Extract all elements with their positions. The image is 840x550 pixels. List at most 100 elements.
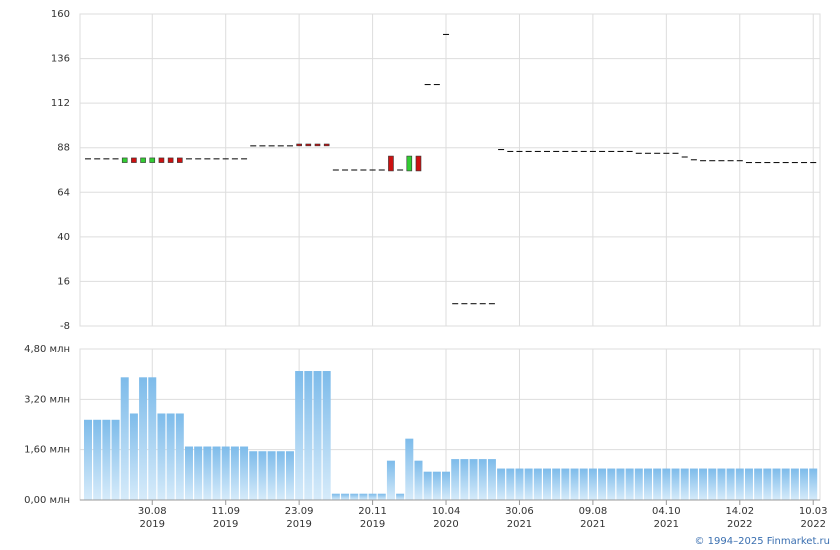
volume-bar (184, 446, 193, 500)
volume-bar (689, 468, 698, 500)
volume-bar (561, 468, 570, 500)
y-tick-label: 0,00 млн (24, 495, 70, 506)
volume-bar (240, 446, 249, 500)
volume-bar (368, 493, 377, 500)
x-tick-label: 10.03 2022 (798, 506, 828, 530)
volume-bar (267, 451, 276, 500)
volume-bar (84, 419, 92, 500)
x-tick-label: 10.04 2020 (431, 506, 461, 530)
volume-bar (304, 371, 313, 500)
volume-bar (203, 446, 212, 500)
volume-bar (285, 451, 294, 500)
volume-bar (772, 468, 781, 500)
volume-bar (139, 377, 148, 500)
volume-bar (230, 446, 239, 500)
volume-bar (625, 468, 634, 500)
x-tick-label: 30.06 2021 (505, 506, 534, 530)
volume-bar (386, 460, 395, 500)
candle (140, 157, 146, 163)
volume-bar (469, 459, 478, 500)
volume-bar (166, 413, 175, 500)
volume-bar (478, 459, 487, 500)
volume-bar (120, 377, 129, 500)
volume-bar (221, 446, 230, 500)
x-tick-label: 14.02 2022 (725, 506, 755, 530)
volume-bar (800, 468, 809, 500)
volume-bar (423, 471, 432, 500)
volume-bar (129, 413, 138, 500)
volume-bar (322, 371, 331, 500)
x-tick-label: 23.09 2019 (284, 506, 314, 530)
y-tick-label: 160 (51, 9, 70, 20)
volume-bar (570, 468, 579, 500)
volume-bar (634, 468, 643, 500)
volume-bar (175, 413, 184, 500)
candle (415, 155, 422, 172)
x-tick-label: 04.10 2021 (652, 506, 681, 530)
y-tick-label: 136 (51, 54, 70, 65)
y-tick-label: 4,80 млн (24, 344, 70, 355)
volume-bar (432, 471, 441, 500)
x-tick-label: 09.08 2021 (578, 506, 608, 530)
volume-bar (212, 446, 221, 500)
volume-bar (735, 468, 744, 500)
candle (158, 157, 165, 163)
volume-bar (359, 493, 368, 500)
volume-bar (699, 468, 708, 500)
candle (177, 157, 183, 163)
copyright: © 1994–2025 Finmarket.ru (694, 536, 830, 547)
y-tick-label: 3,20 млн (24, 394, 70, 405)
price-frame (79, 13, 821, 327)
volume-bar (763, 468, 772, 500)
volume-bar (460, 459, 469, 500)
candle (305, 143, 312, 147)
candle (406, 155, 413, 172)
volume-bar (616, 468, 625, 500)
volume-bar (102, 419, 111, 500)
volume-bar (598, 468, 607, 500)
volume-bar (442, 471, 451, 500)
volume-bar (515, 468, 524, 500)
volume-bar (653, 468, 662, 500)
volume-bar (717, 468, 726, 500)
volume-bar (377, 493, 386, 500)
volume-bar (405, 438, 414, 500)
y-tick-label: 88 (57, 143, 70, 154)
y-tick-label: 16 (57, 276, 70, 287)
y-tick-label: 64 (57, 187, 70, 198)
volume-bar (396, 493, 405, 500)
x-tick-label: 20.11 2019 (358, 506, 387, 530)
volume-bar (111, 419, 120, 500)
volume-bar (671, 468, 680, 500)
volume-bar (744, 468, 753, 500)
candle (323, 143, 330, 147)
volume-bar (313, 371, 322, 500)
volume-bar (93, 419, 102, 500)
volume-bar (487, 459, 496, 500)
y-tick-label: 112 (51, 98, 70, 109)
candle (149, 157, 156, 163)
volume-bar (341, 493, 350, 500)
volume-bar (451, 459, 460, 500)
volume-bar (754, 468, 763, 500)
y-tick-label: 1,60 млн (24, 445, 70, 456)
volume-bar (350, 493, 359, 500)
volume-bar (157, 413, 166, 500)
volume-bar (552, 468, 561, 500)
volume-bar (295, 371, 304, 500)
volume-bar (790, 468, 799, 500)
volume-bar (662, 468, 671, 500)
volume-bar (708, 468, 717, 500)
candle (167, 157, 174, 163)
candle (388, 155, 394, 172)
x-tick-label: 30.08 2019 (137, 506, 167, 530)
x-tick-label: 11.09 2019 (211, 506, 240, 530)
volume-bar (781, 468, 790, 500)
volume-bar (524, 468, 533, 500)
volume-bar (533, 468, 542, 500)
candle (314, 143, 321, 147)
volume-bar (258, 451, 267, 500)
candle (121, 157, 128, 163)
